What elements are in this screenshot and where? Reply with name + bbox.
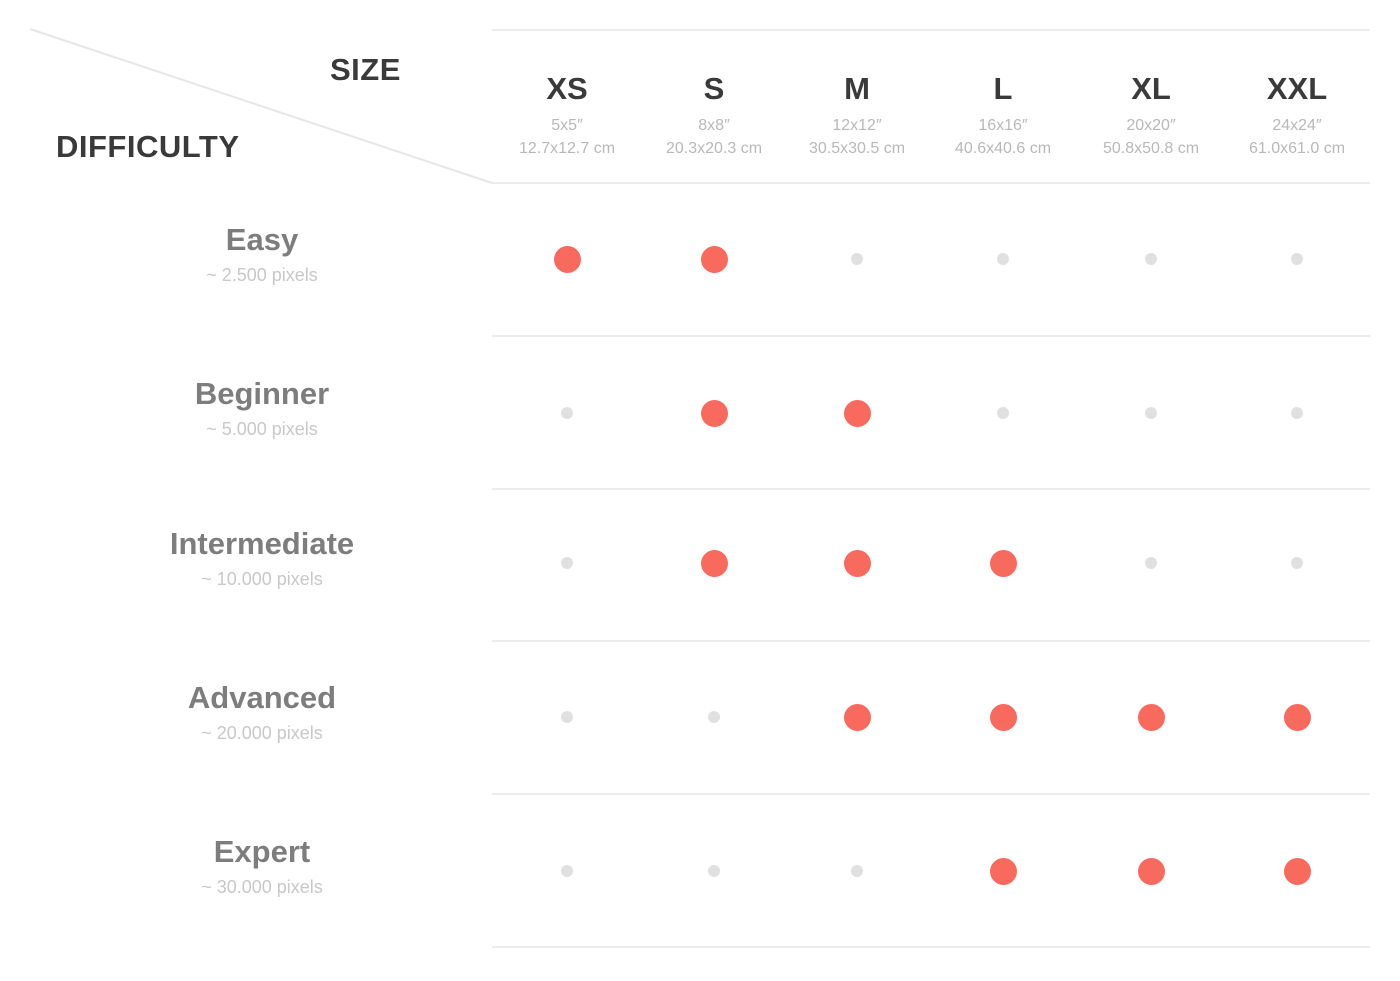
size-cm: 61.0x61.0 cm bbox=[1248, 140, 1346, 157]
size-inches: 16x16″ bbox=[978, 117, 1028, 134]
size-inches: 8x8″ bbox=[698, 117, 730, 134]
unavailable-dot bbox=[708, 865, 720, 877]
unavailable-dot bbox=[1145, 407, 1157, 419]
available-dot bbox=[843, 399, 871, 427]
available-dot bbox=[1137, 857, 1165, 885]
difficulty-label: Expert bbox=[213, 834, 311, 869]
unavailable-dot bbox=[1291, 407, 1303, 419]
row-divider bbox=[492, 29, 1370, 31]
available-dot bbox=[700, 245, 728, 273]
available-dot bbox=[1283, 857, 1311, 885]
unavailable-dot bbox=[997, 253, 1009, 265]
difficulty-row-header: Intermediate ~ 10.000 pixels bbox=[112, 525, 412, 590]
unavailable-dot bbox=[561, 407, 573, 419]
unavailable-dot bbox=[708, 711, 720, 723]
size-column-header: L 16x16″ 40.6x40.6 cm bbox=[930, 70, 1076, 160]
unavailable-dot bbox=[851, 253, 863, 265]
size-label: S bbox=[703, 71, 725, 106]
size-column-header: XL 20x20″ 50.8x50.8 cm bbox=[1078, 70, 1224, 160]
size-axis-label: SIZE bbox=[330, 52, 401, 87]
available-dot bbox=[989, 857, 1017, 885]
available-dot bbox=[843, 703, 871, 731]
size-label: XS bbox=[546, 71, 588, 106]
size-label: XL bbox=[1131, 71, 1171, 106]
unavailable-dot bbox=[1291, 253, 1303, 265]
available-dot bbox=[700, 549, 728, 577]
row-divider bbox=[492, 640, 1370, 642]
difficulty-label: Beginner bbox=[194, 376, 330, 411]
size-cm: 20.3x20.3 cm bbox=[665, 140, 763, 157]
size-column-header: M 12x12″ 30.5x30.5 cm bbox=[784, 70, 930, 160]
size-cm: 30.5x30.5 cm bbox=[808, 140, 906, 157]
size-label: XXL bbox=[1266, 71, 1328, 106]
row-divider bbox=[492, 793, 1370, 795]
difficulty-label: Easy bbox=[225, 222, 299, 257]
size-cm: 50.8x50.8 cm bbox=[1102, 140, 1200, 157]
difficulty-axis-label: DIFFICULTY bbox=[56, 129, 240, 164]
pixel-count: ~ 2.500 pixels bbox=[206, 265, 318, 285]
unavailable-dot bbox=[561, 557, 573, 569]
unavailable-dot bbox=[851, 865, 863, 877]
unavailable-dot bbox=[1145, 557, 1157, 569]
size-cm: 40.6x40.6 cm bbox=[954, 140, 1052, 157]
size-column-header: S 8x8″ 20.3x20.3 cm bbox=[641, 70, 787, 160]
difficulty-row-header: Expert ~ 30.000 pixels bbox=[112, 833, 412, 898]
available-dot bbox=[989, 549, 1017, 577]
available-dot bbox=[553, 245, 581, 273]
available-dot bbox=[1137, 703, 1165, 731]
size-inches: 20x20″ bbox=[1126, 117, 1176, 134]
unavailable-dot bbox=[561, 711, 573, 723]
size-inches: 5x5″ bbox=[551, 117, 583, 134]
header-diagonal-divider bbox=[29, 28, 493, 184]
size-cm: 12.7x12.7 cm bbox=[518, 140, 616, 157]
difficulty-row-header: Advanced ~ 20.000 pixels bbox=[112, 679, 412, 744]
pixel-count: ~ 20.000 pixels bbox=[201, 723, 323, 743]
available-dot bbox=[989, 703, 1017, 731]
unavailable-dot bbox=[561, 865, 573, 877]
size-inches: 12x12″ bbox=[832, 117, 882, 134]
row-divider bbox=[492, 488, 1370, 490]
unavailable-dot bbox=[997, 407, 1009, 419]
difficulty-label: Intermediate bbox=[169, 526, 355, 561]
size-label: M bbox=[844, 71, 870, 106]
difficulty-row-header: Beginner ~ 5.000 pixels bbox=[112, 375, 412, 440]
unavailable-dot bbox=[1145, 253, 1157, 265]
pixel-count: ~ 10.000 pixels bbox=[201, 569, 323, 589]
row-divider bbox=[492, 335, 1370, 337]
difficulty-row-header: Easy ~ 2.500 pixels bbox=[112, 221, 412, 286]
difficulty-label: Advanced bbox=[187, 680, 337, 715]
unavailable-dot bbox=[1291, 557, 1303, 569]
pixel-count: ~ 5.000 pixels bbox=[206, 419, 318, 439]
available-dot bbox=[1283, 703, 1311, 731]
size-inches: 24x24″ bbox=[1272, 117, 1322, 134]
size-column-header: XS 5x5″ 12.7x12.7 cm bbox=[494, 70, 640, 160]
row-divider bbox=[492, 182, 1370, 184]
size-column-header: XXL 24x24″ 61.0x61.0 cm bbox=[1224, 70, 1370, 160]
available-dot bbox=[843, 549, 871, 577]
available-dot bbox=[700, 399, 728, 427]
pixel-count: ~ 30.000 pixels bbox=[201, 877, 323, 897]
row-divider bbox=[492, 946, 1370, 948]
size-label: L bbox=[993, 71, 1013, 106]
